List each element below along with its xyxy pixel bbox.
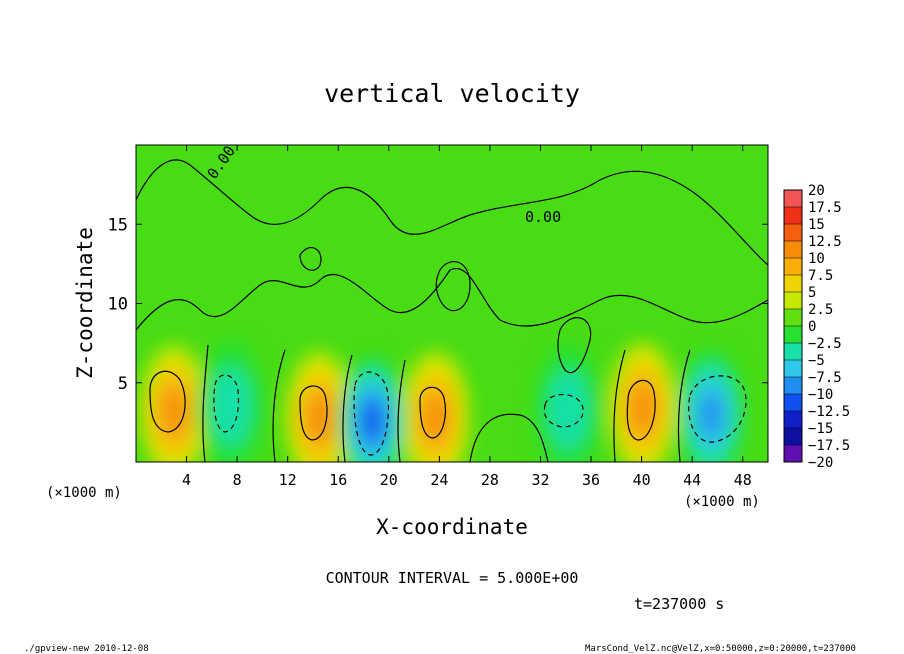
y-axis: 5 10 15 — [108, 215, 768, 394]
x-tick-label: 48 — [734, 471, 752, 489]
field-cell-2-level-4 — [424, 395, 447, 440]
x-tick-label: 16 — [329, 471, 347, 489]
field-cell-0-level-4 — [162, 389, 186, 434]
colorbar-label: −2.5 — [808, 336, 842, 352]
colorbar-swatch — [784, 394, 802, 412]
contour-dashed-a — [213, 374, 240, 433]
colorbar-swatch — [784, 275, 802, 293]
colorbar-label: −20 — [808, 455, 833, 471]
field-cell-3-level-4 — [631, 386, 655, 431]
contour-dashed-c — [543, 393, 584, 428]
colorbar-swatch — [784, 377, 802, 395]
field-cell-1-level-4 — [307, 395, 331, 440]
colorbar-swatch — [784, 241, 802, 259]
colorbar-label: 10 — [808, 251, 825, 267]
x-tick-label: 40 — [633, 471, 651, 489]
x-tick-label: 32 — [531, 471, 549, 489]
x-axis: 4 8 12 16 20 24 28 32 36 40 44 48 — [182, 145, 752, 489]
x-tick-label: 20 — [380, 471, 398, 489]
colorbar-label: 20 — [808, 183, 825, 199]
contour-zero-mid — [136, 267, 768, 331]
colorbar-label: 17.5 — [808, 200, 842, 216]
field-cell-6-level-2 — [547, 370, 589, 450]
contour-small-c — [557, 317, 592, 374]
contour-small-b — [435, 260, 471, 312]
y-tick-label: 15 — [108, 215, 128, 235]
colorbar-swatch — [784, 190, 802, 208]
field-cell-5-level-5 — [363, 402, 382, 439]
colorbar-swatch — [784, 343, 802, 361]
time-label: t=237000 s — [634, 595, 724, 613]
x-axis-label: X-coordinate — [376, 515, 528, 539]
y-tick-label: 5 — [118, 374, 128, 394]
contour-small-d — [149, 370, 186, 433]
x-tick-label: 44 — [683, 471, 701, 489]
colorbar-label: 15 — [808, 217, 825, 233]
x-unit-left: (×1000 m) — [46, 485, 122, 501]
colorbar-label: 5 — [808, 285, 816, 301]
colorbar-label: 7.5 — [808, 268, 833, 284]
contour-zero-upper — [136, 159, 768, 266]
field-cell-7-level-4 — [699, 392, 723, 437]
contour-dashed-b — [353, 371, 390, 456]
contour-small-g — [626, 379, 656, 441]
x-unit-right: (×1000 m) — [684, 494, 760, 510]
colorbar-swatch — [784, 428, 802, 446]
colorbar-swatch — [784, 360, 802, 378]
x-tick-label: 4 — [182, 471, 191, 489]
x-tick-label: 24 — [430, 471, 448, 489]
contour-small-f — [419, 386, 446, 439]
chart-title: vertical velocity — [324, 79, 580, 108]
x-tick-label: 36 — [582, 471, 600, 489]
colorbar-swatch — [784, 309, 802, 327]
field-cell-4-level-2 — [210, 366, 252, 447]
contour-small-e — [299, 385, 328, 441]
colorbar-swatch — [784, 326, 802, 344]
x-tick-label: 12 — [279, 471, 297, 489]
contour-zero-low — [202, 344, 691, 462]
colorbar-label: 12.5 — [808, 234, 842, 250]
contour-lines — [136, 159, 768, 462]
contour-dashed-d — [688, 375, 747, 443]
colorbar-label: −5 — [808, 353, 825, 369]
colorbar-label: 0 — [808, 319, 816, 335]
footer-right: MarsCond_VelZ.nc@VelZ,x=0:50000,z=0:2000… — [585, 644, 856, 654]
contour-small-a — [299, 247, 322, 271]
colorbar-label: 2.5 — [808, 302, 833, 318]
contour-interval: CONTOUR INTERVAL = 5.000E+00 — [326, 569, 579, 587]
colorbar: 2017.51512.5107.552.50−2.5−5−7.5−10−12.5… — [783, 183, 850, 471]
x-tick-label: 8 — [233, 471, 242, 489]
colorbar-swatch — [784, 292, 802, 310]
colorbar-swatch — [784, 258, 802, 276]
colorbar-label: −17.5 — [808, 438, 850, 454]
colorbar-label: −15 — [808, 421, 833, 437]
contour-value-label: 0.00 — [525, 208, 561, 226]
colorbar-label: −10 — [808, 387, 833, 403]
colorbar-swatch — [784, 445, 802, 463]
colorbar-swatch — [784, 207, 802, 225]
footer-left: ./gpview-new 2010-12-08 — [24, 644, 149, 654]
colorbar-swatch — [784, 224, 802, 242]
x-tick-label: 28 — [481, 471, 499, 489]
colorbar-swatch — [784, 411, 802, 429]
colorbar-label: −7.5 — [808, 370, 842, 386]
y-axis-label: Z-coordinate — [73, 227, 97, 379]
colorbar-label: −12.5 — [808, 404, 850, 420]
y-tick-label: 10 — [108, 295, 128, 315]
